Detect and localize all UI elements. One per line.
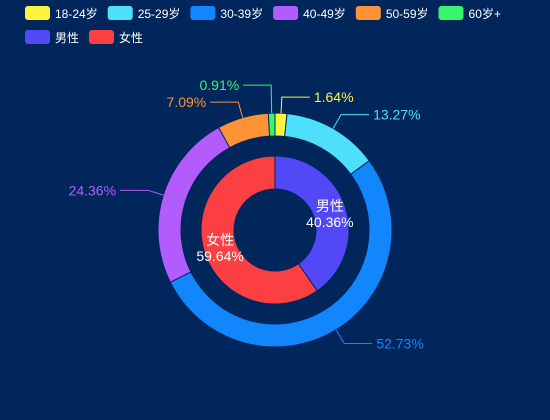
outer-label: 0.91% — [199, 77, 239, 93]
outer-label-leader-line — [332, 114, 370, 129]
legend-label: 18-24岁 — [55, 6, 98, 21]
inner-label-value: 59.64% — [196, 248, 243, 264]
outer-label: 13.27% — [373, 107, 420, 123]
legend-label: 女性 — [119, 30, 143, 45]
legend-swatch — [25, 6, 50, 20]
legend-label: 30-39岁 — [220, 6, 263, 21]
legend: 18-24岁 25-29岁 30-39岁 40-49岁 50-59岁 60岁+ 男性 女性 — [25, 6, 501, 45]
outer-labels: 1.64% 13.27% 52.73% 24.36% 7.09%0.91% — [69, 77, 424, 351]
inner-ring-slice[interactable] — [200, 155, 318, 305]
legend-label: 50-59岁 — [386, 6, 429, 21]
outer-ring-slice[interactable] — [169, 159, 393, 348]
legend-item[interactable]: 男性 — [25, 30, 79, 45]
legend-label: 40-49岁 — [303, 6, 346, 21]
outer-label-leader-line — [280, 96, 310, 114]
legend-swatch — [89, 30, 115, 44]
outer-label: 52.73% — [376, 336, 423, 352]
legend-swatch — [25, 30, 50, 44]
legend-item[interactable]: 40-49岁 — [273, 6, 346, 21]
outer-label-leader-line — [120, 189, 164, 196]
outer-label-leader-line — [243, 84, 273, 114]
outer-ring-slice[interactable] — [267, 112, 276, 137]
outer-label: 1.64% — [314, 89, 354, 105]
inner-label-value: 40.36% — [306, 214, 353, 230]
outer-label: 24.36% — [69, 182, 116, 198]
legend-label: 25-29岁 — [138, 6, 181, 21]
legend-item[interactable]: 25-29岁 — [107, 6, 181, 21]
inner-ring — [200, 155, 350, 305]
outer-label-leader-line — [335, 329, 373, 345]
legend-swatch — [190, 6, 216, 20]
legend-item[interactable]: 女性 — [89, 30, 143, 45]
inner-ring-slice[interactable] — [274, 155, 350, 292]
legend-item[interactable]: 18-24岁 — [25, 6, 98, 21]
outer-ring — [157, 112, 393, 348]
legend-swatch — [273, 6, 299, 20]
legend-item[interactable]: 50-59岁 — [355, 6, 429, 21]
legend-swatch — [438, 6, 464, 20]
legend-swatch — [355, 6, 381, 20]
legend-label: 男性 — [55, 31, 79, 45]
inner-label-name: 男性 — [316, 198, 344, 214]
inner-label-name: 女性 — [206, 232, 234, 248]
legend-swatch — [107, 6, 133, 20]
legend-item[interactable]: 30-39岁 — [190, 6, 263, 21]
legend-label: 60岁+ — [469, 6, 501, 21]
legend-item[interactable]: 60岁+ — [438, 6, 501, 21]
outer-label-leader-line — [210, 101, 244, 118]
outer-label: 7.09% — [167, 94, 207, 110]
